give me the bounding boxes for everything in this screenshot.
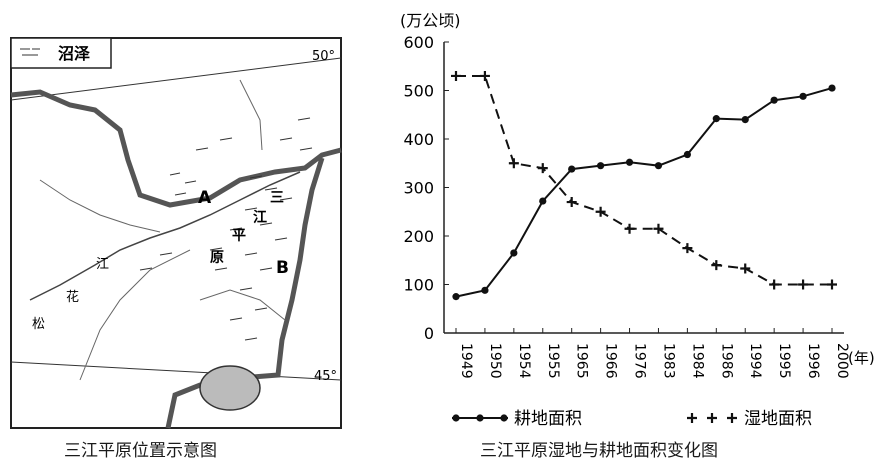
y-tick-label: 500 (403, 82, 434, 101)
latitude-line-45 (10, 361, 342, 381)
legend-label-wetland: 湿地面积 (744, 409, 812, 429)
x-tick-label: 1966 (603, 343, 619, 379)
farmland-point (770, 96, 778, 104)
x-tick-label: 1996 (805, 343, 821, 379)
x-tick-label: 1950 (487, 343, 503, 379)
wetland-point (682, 243, 693, 254)
x-tick-label: 1955 (545, 343, 561, 379)
farmland-point (452, 293, 460, 301)
farmland-point (539, 197, 547, 205)
plain-char-1: 三 (270, 190, 284, 206)
wetland-point (827, 279, 837, 290)
x-tick-label: 1949 (458, 343, 474, 379)
chart-caption: 三江平原湿地与耕地面积变化图 (480, 441, 718, 461)
y-tick-label: 400 (403, 130, 434, 149)
legend-marker-farmland (476, 414, 484, 422)
area-change-chart-panel: (万公顷) 0 100 200 300 400 500 600 1949 1950 1954 1955… (360, 0, 884, 468)
latitude-line-50 (10, 57, 342, 101)
map-legend-label: 沼泽 (58, 44, 90, 63)
farmland-point (683, 150, 691, 159)
y-tick-label: 200 (403, 227, 434, 246)
location-map: 沼泽 50° 45° A B 松 花 江 三 江 平 原 (10, 37, 342, 429)
farmland-point (828, 84, 836, 92)
river-char-1: 松 (32, 317, 45, 332)
wetland-point (798, 279, 809, 290)
plain-char-3: 平 (232, 228, 246, 244)
location-map-panel: 沼泽 50° 45° A B 松 花 江 三 江 平 原 (0, 0, 360, 468)
y-tick-label: 300 (403, 179, 434, 198)
farmland-point (799, 92, 807, 100)
national-border-north (10, 89, 342, 208)
series-line-1 (455, 87, 833, 298)
wetland-point (624, 223, 635, 234)
x-tick-label: 1965 (574, 343, 590, 379)
x-tick-label: 2000 (834, 343, 850, 379)
farmland-point (625, 158, 634, 166)
legend-marker-wetland (727, 413, 737, 423)
plain-char-2: 江 (253, 209, 267, 226)
map-legend-box (10, 37, 112, 69)
x-tick-label: 1976 (632, 343, 648, 379)
label-b: B (276, 258, 289, 278)
legend-marker-wetland (707, 413, 717, 423)
farmland-point (568, 165, 576, 173)
y-tick-label: 600 (403, 33, 434, 52)
x-tick-label: 1994 (747, 343, 763, 379)
tributary-river (239, 79, 263, 151)
x-tick-label: 1954 (516, 343, 532, 379)
farmland-point (654, 162, 663, 170)
tributary-river (199, 289, 286, 321)
area-change-chart: (万公顷) 0 100 200 300 400 500 600 1949 1950 1954 1955… (400, 11, 875, 429)
farmland-point (597, 162, 605, 170)
label-a: A (198, 188, 212, 208)
wetland-point (566, 197, 577, 208)
xingkai-lake (199, 365, 261, 411)
marsh-hatching (139, 117, 313, 341)
x-axis-unit: (年) (848, 349, 875, 367)
marsh-symbol-icon (20, 48, 40, 56)
y-tick-label: 0 (424, 324, 434, 343)
national-border-east (165, 157, 325, 429)
latitude-label-50: 50° (312, 49, 335, 64)
x-tick-label: 1984 (689, 343, 705, 379)
y-axis-label: (万公顷) (400, 11, 461, 30)
legend-marker-farmland (452, 414, 460, 422)
legend-marker-farmland (500, 414, 508, 422)
wetland-point (740, 263, 751, 274)
tributary-river (39, 179, 161, 233)
songhua-river (29, 171, 301, 301)
wetland-point (451, 70, 461, 81)
river-char-3: 江 (96, 257, 109, 272)
legend-marker-wetland (687, 413, 697, 423)
farmland-point (741, 116, 749, 124)
latitude-label-45: 45° (314, 369, 337, 384)
x-tick-label: 1995 (776, 343, 792, 379)
wetland-point (595, 206, 606, 217)
x-tick-label: 1986 (718, 343, 734, 379)
y-tick-label: 100 (403, 276, 434, 295)
wetland-point (508, 158, 519, 169)
series-line-2 (456, 74, 832, 286)
map-frame (10, 37, 342, 429)
legend-label-farmland: 耕地面积 (514, 409, 582, 429)
x-tick-label: 1983 (660, 343, 676, 379)
farmland-point (712, 115, 720, 123)
tributary-river (79, 249, 191, 381)
map-caption: 三江平原位置示意图 (64, 441, 217, 461)
farmland-point (510, 249, 518, 257)
wetland-point (479, 70, 490, 81)
wetland-point (537, 163, 548, 174)
river-char-2: 花 (66, 289, 79, 305)
wetland-point (711, 260, 722, 271)
wetland-point (769, 279, 780, 290)
wetland-point (653, 223, 664, 234)
plain-char-4: 原 (210, 250, 224, 266)
farmland-point (481, 286, 489, 294)
